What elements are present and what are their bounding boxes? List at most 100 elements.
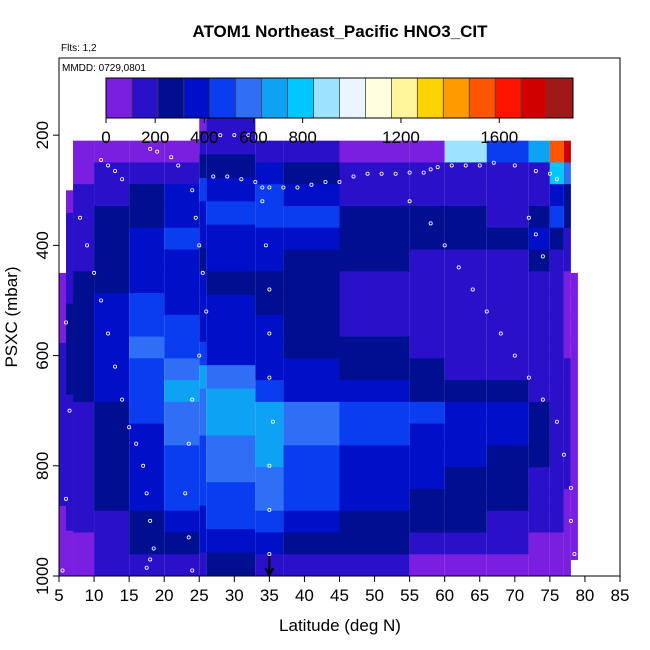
data-cell xyxy=(66,303,74,327)
data-cell xyxy=(283,227,340,250)
sample-point xyxy=(263,243,268,248)
sample-point xyxy=(60,568,65,573)
data-cell xyxy=(255,401,284,425)
data-cell xyxy=(549,467,564,490)
sample-point xyxy=(85,243,90,248)
data-cell xyxy=(129,271,165,294)
data-cell xyxy=(94,205,130,229)
sample-point xyxy=(99,157,104,162)
x-tick-label: 35 xyxy=(260,586,279,605)
data-cell xyxy=(129,488,165,512)
data-cell xyxy=(255,358,284,381)
sample-point xyxy=(92,270,97,275)
data-cell xyxy=(339,445,410,468)
data-cell xyxy=(206,154,256,179)
data-cell xyxy=(563,314,571,338)
sample-point xyxy=(144,491,149,496)
data-cell xyxy=(528,380,550,403)
data-cell xyxy=(59,459,67,484)
data-cell xyxy=(486,445,529,468)
data-cell xyxy=(66,212,74,237)
data-cell xyxy=(549,162,564,185)
colorbar: 0 200 400 600 800 1200 1600 xyxy=(101,77,574,147)
sample-point xyxy=(365,171,370,176)
sample-point xyxy=(512,353,517,358)
data-cell xyxy=(444,184,487,207)
data-cell xyxy=(570,493,578,516)
sample-point xyxy=(64,496,69,501)
data-cell xyxy=(199,388,207,413)
colorbar-segment xyxy=(235,78,263,118)
data-cell xyxy=(486,271,529,294)
date-label: MMDD: 0729,0801 xyxy=(62,63,146,74)
data-cell xyxy=(283,162,340,185)
colorbar-segment xyxy=(287,78,314,118)
data-cell xyxy=(283,140,340,163)
colorbar-segment xyxy=(391,78,418,118)
data-cell xyxy=(549,205,564,229)
data-cell xyxy=(444,205,487,229)
data-cell xyxy=(59,319,67,344)
colorbar-segment xyxy=(106,78,133,118)
sample-point xyxy=(267,463,272,468)
data-cell xyxy=(409,358,445,381)
data-cell xyxy=(73,554,95,577)
data-cell xyxy=(444,293,487,316)
data-cell xyxy=(570,427,578,450)
sample-point xyxy=(267,507,272,512)
data-cell xyxy=(486,423,529,446)
sample-point xyxy=(526,215,531,220)
sample-point xyxy=(200,270,205,275)
x-tick-label: 40 xyxy=(295,586,314,605)
x-tick-label: 30 xyxy=(225,586,244,605)
data-cell xyxy=(339,401,410,425)
sample-point xyxy=(428,167,433,172)
data-cell xyxy=(339,271,410,294)
data-cell xyxy=(255,184,284,207)
data-cell xyxy=(66,462,74,486)
data-cell xyxy=(528,467,550,490)
data-cell xyxy=(563,532,571,555)
data-cell xyxy=(255,488,284,512)
latitude-marker xyxy=(264,556,275,578)
data-cell xyxy=(549,445,564,468)
data-cell xyxy=(255,205,284,229)
data-cell xyxy=(73,227,95,250)
sample-point xyxy=(526,375,531,380)
sample-point xyxy=(190,188,195,193)
data-cell xyxy=(73,380,95,403)
sample-point xyxy=(351,174,356,179)
data-cell xyxy=(164,467,200,490)
data-cell xyxy=(570,449,578,472)
data-cell xyxy=(339,554,410,577)
colorbar-segment xyxy=(183,78,211,118)
x-tick-label: 20 xyxy=(155,586,174,605)
data-cell xyxy=(164,423,200,446)
data-cell xyxy=(255,140,284,163)
data-cell xyxy=(444,314,487,338)
sample-point xyxy=(197,243,202,248)
colorbar-segment xyxy=(339,78,366,118)
data-cell xyxy=(528,162,550,185)
colorbar-tick-label: 600 xyxy=(239,128,267,147)
data-cell xyxy=(199,482,207,507)
data-cell xyxy=(549,532,564,555)
data-cell xyxy=(66,371,74,395)
data-cell xyxy=(129,510,165,533)
data-cell xyxy=(528,423,550,446)
data-cell xyxy=(129,423,165,446)
data-cell xyxy=(570,361,578,384)
data-cell xyxy=(206,177,256,202)
data-cell xyxy=(199,248,207,273)
x-tick-label: 80 xyxy=(575,586,594,605)
sample-point xyxy=(197,353,202,358)
sample-point xyxy=(186,535,191,540)
colorbar-segment xyxy=(209,78,237,118)
data-cells xyxy=(59,107,578,577)
data-cell xyxy=(339,140,410,163)
sample-point xyxy=(204,309,209,314)
colorbar-tick-label: 800 xyxy=(288,128,316,147)
data-cell xyxy=(563,510,571,533)
data-cell xyxy=(409,401,445,425)
data-cell xyxy=(339,380,410,403)
